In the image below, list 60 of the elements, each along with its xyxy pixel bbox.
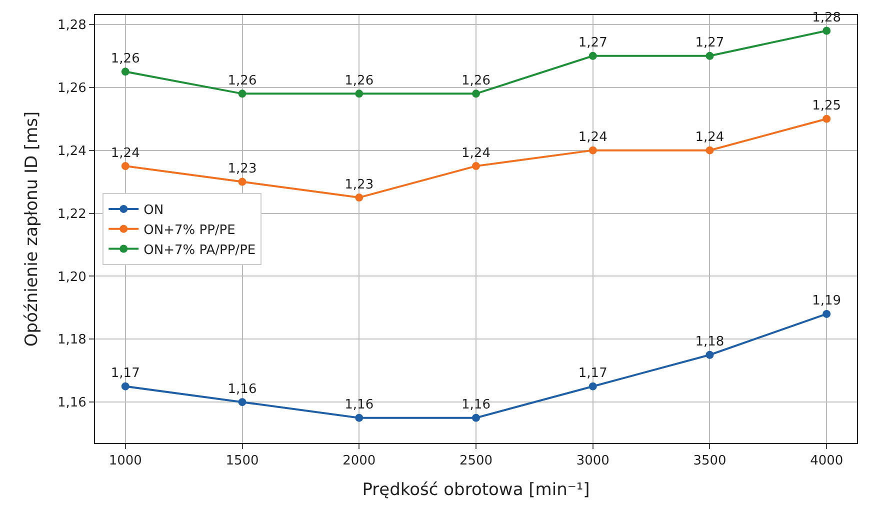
point <box>238 398 246 406</box>
data-label: 1,26 <box>110 51 140 66</box>
data-label: 1,17 <box>110 366 140 382</box>
y-tick-label: 1,28 <box>57 18 86 33</box>
point <box>238 178 246 186</box>
legend-label: ON+7% PA/PP/PE <box>144 242 256 258</box>
data-label: 1,27 <box>695 36 724 51</box>
point <box>822 26 831 35</box>
data-label: 1,16 <box>344 398 374 413</box>
y-tick-label: 1,20 <box>57 270 86 285</box>
point <box>706 52 714 60</box>
data-label: 1,26 <box>344 73 374 88</box>
x-tick-label: 3500 <box>693 454 726 469</box>
point <box>706 350 714 359</box>
y-tick-label: 1,24 <box>57 144 86 159</box>
point <box>472 162 480 170</box>
data-label: 1,23 <box>344 177 374 192</box>
x-axis-title: Prędkość obrotowa [min⁻¹] <box>362 480 590 500</box>
data-label: 1,16 <box>228 382 257 397</box>
y-tick-label: 1,26 <box>57 80 86 96</box>
data-label: 1,24 <box>462 146 490 161</box>
data-label: 1,26 <box>462 73 490 88</box>
x-tick-label: 1000 <box>108 454 142 469</box>
point <box>822 114 831 123</box>
point <box>588 382 597 390</box>
point <box>355 90 364 98</box>
y-tick-label: 1,18 <box>57 332 86 348</box>
legend-label: ON <box>144 203 164 218</box>
x-tick-label: 2500 <box>459 454 493 469</box>
data-label: 1,26 <box>228 73 257 88</box>
data-label: 1,18 <box>695 334 724 350</box>
point <box>588 146 597 154</box>
point <box>472 90 480 98</box>
point <box>238 90 246 98</box>
legend-label: ON+7% PP/PE <box>144 222 236 238</box>
data-label: 1,24 <box>110 146 140 161</box>
point <box>588 52 597 60</box>
x-tick-label: 2000 <box>342 454 376 469</box>
y-axis-title: Opóźnienie zapłonu ID [ms] <box>22 111 42 347</box>
point <box>121 162 130 170</box>
data-label: 1,17 <box>578 366 608 382</box>
point <box>355 414 364 422</box>
point <box>355 194 364 202</box>
point <box>121 68 130 76</box>
x-tick-label: 3000 <box>576 454 610 469</box>
x-tick-label: 1500 <box>226 454 259 469</box>
y-tick-label: 1,16 <box>57 396 86 411</box>
x-tick-label: 4000 <box>810 454 844 469</box>
data-label: 1,16 <box>462 398 490 413</box>
point <box>472 414 480 422</box>
data-label: 1,27 <box>578 36 608 51</box>
data-label: 1,23 <box>228 162 257 177</box>
point <box>706 146 714 154</box>
y-tick-label: 1,22 <box>57 206 86 222</box>
point <box>822 310 831 318</box>
data-label: 1,25 <box>812 98 842 114</box>
point <box>121 382 130 390</box>
data-label: 1,24 <box>578 130 608 146</box>
data-label: 1,24 <box>695 130 724 146</box>
data-label: 1,19 <box>812 294 842 309</box>
